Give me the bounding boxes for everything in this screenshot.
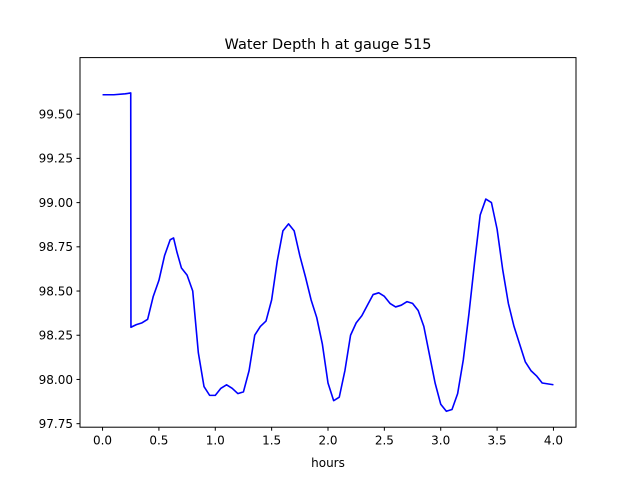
- x-tick-label: 2.0: [318, 434, 337, 448]
- x-tick-label: 1.0: [206, 434, 225, 448]
- chart-title: Water Depth h at gauge 515: [225, 37, 432, 53]
- y-tick-label: 99.00: [39, 196, 73, 210]
- series-layer: [102, 92, 554, 413]
- y-tick-label: 97.75: [39, 417, 73, 431]
- y-tick-label: 99.50: [39, 107, 73, 121]
- x-tick-label: 1.5: [262, 434, 281, 448]
- y-tick-label: 98.25: [39, 329, 73, 343]
- x-axis-label: hours: [311, 456, 345, 470]
- x-tick-label: 2.5: [375, 434, 394, 448]
- x-tick-label: 3.0: [431, 434, 450, 448]
- x-tick-label: 3.5: [488, 434, 507, 448]
- x-tick-label: 0.0: [93, 434, 112, 448]
- y-tick-label: 98.50: [39, 284, 73, 298]
- y-tick-label: 98.00: [39, 373, 73, 387]
- y-tick-label: 99.25: [39, 152, 73, 166]
- series-line-1: [102, 92, 554, 413]
- y-tick-label: 98.75: [39, 240, 73, 254]
- x-axis-ticks: 0.0 0.5 1.0 1.5 2.0 2.5 3.0 3.5 4.0: [93, 427, 563, 448]
- y-axis-ticks: 97.75 98.00 98.25 98.50 98.75 99.00 99.25 99.50: [39, 107, 80, 431]
- x-tick-label: 0.5: [149, 434, 168, 448]
- x-tick-label: 4.0: [544, 434, 563, 448]
